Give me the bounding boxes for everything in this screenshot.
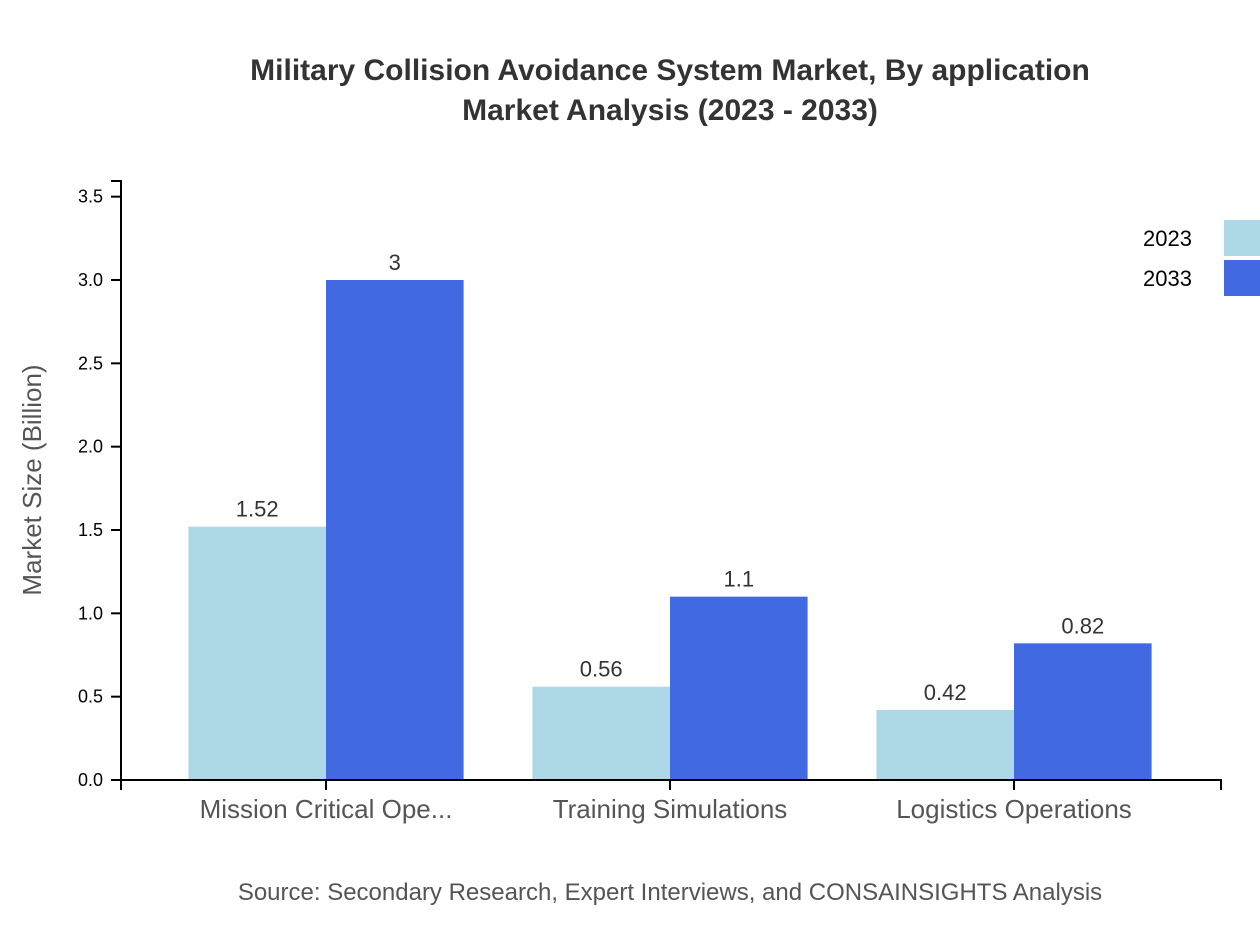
bar-2023-1 [532,686,670,780]
x-tick-label: Mission Critical Ope... [200,794,453,824]
chart-title: Military Collision Avoidance System Mark… [250,54,1090,87]
legend-label-2023: 2023 [1143,226,1192,251]
y-tick-label: 1.5 [78,520,103,540]
bar-2033-0 [326,280,464,780]
y-axis-label: Market Size (Billion) [17,364,47,595]
y-tick-label: 2.5 [78,353,103,373]
source-note: Source: Secondary Research, Expert Inter… [238,879,1102,906]
x-tick-label: Training Simulations [553,794,788,824]
y-tick-label: 3.0 [78,270,103,290]
bar-2033-1 [670,596,808,780]
legend-swatch-2023 [1224,220,1260,256]
y-axis [111,180,122,781]
data-label: 0.42 [924,680,967,705]
x-axis [120,779,1222,790]
data-label: 1.52 [236,497,279,522]
data-label: 0.82 [1061,613,1104,638]
bar-2023-0 [188,526,326,780]
data-label: 1.1 [724,567,755,592]
legend-swatch-2033 [1224,260,1260,296]
bar-2023-2 [876,710,1014,780]
legend-label-2033: 2033 [1143,266,1192,291]
chart-subtitle: Market Analysis (2023 - 2033) [462,94,878,127]
y-tick-label: 0.5 [78,687,103,707]
x-tick-label: Logistics Operations [896,794,1132,824]
y-tick-label: 2.0 [78,437,103,457]
y-tick-label: 1.0 [78,603,103,623]
bar-2033-2 [1014,643,1152,780]
y-tick-label: 3.5 [78,187,103,207]
data-label: 0.56 [580,657,623,682]
y-tick-label: 0.0 [78,770,103,790]
data-label: 3 [389,250,401,275]
